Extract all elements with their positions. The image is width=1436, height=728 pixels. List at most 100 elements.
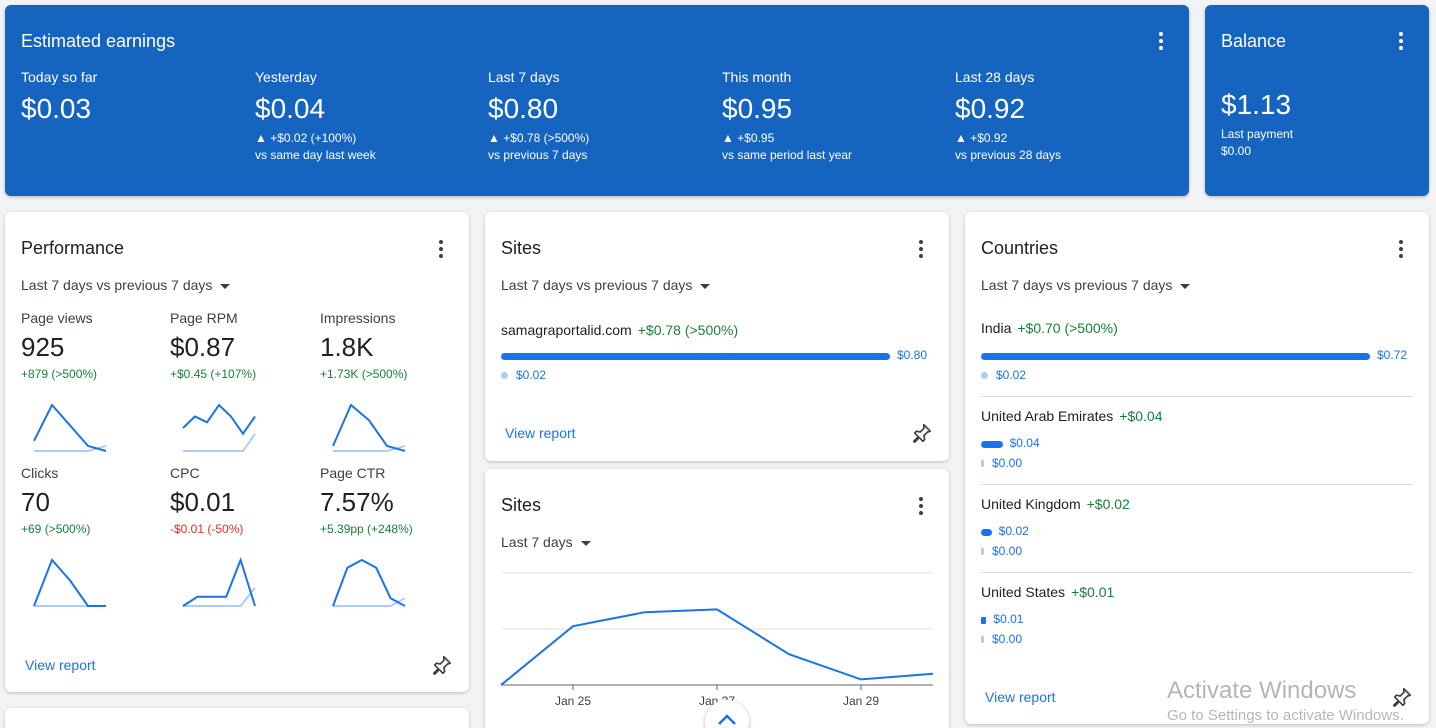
date-range-dropdown[interactable]: Last 7 days vs previous 7 days [21,277,231,293]
metric-label: Yesterday [255,69,317,85]
more-options-icon[interactable] [1391,29,1411,53]
pin-icon[interactable] [1391,686,1413,708]
country-previous-bar [981,460,984,467]
metric-label: CPC [170,465,200,481]
site-previous-bar [501,372,508,379]
sparkline-previous [333,444,406,452]
sparkline [182,556,256,607]
x-tick-label: Jan 25 [555,694,591,708]
more-options-icon[interactable] [1151,29,1171,53]
sparkline-current [332,558,406,607]
metric-label: Today so far [21,69,98,85]
metric-delta: +5.39pp (+248%) [320,522,413,536]
sites-title: Sites [501,238,542,258]
view-report-link[interactable]: View report [505,425,576,441]
country-previous-value: $0.02 [996,368,1027,382]
metric-value: 925 [21,332,65,362]
country-previous-bar [981,636,984,643]
country-previous-value: $0.00 [992,632,1023,646]
date-range-label: Last 7 days [501,534,573,550]
country-previous-bar [981,548,984,555]
pin-icon[interactable] [431,654,453,676]
sparkline-current [33,558,106,607]
sites-card: Sites Last 7 days vs previous 7 days sam… [485,212,949,461]
performance-title: Performance [21,238,125,258]
sparkline-previous [183,586,256,607]
divider [981,484,1413,485]
performance-card: Performance Last 7 days vs previous 7 da… [5,212,469,692]
sparkline-current [33,403,107,452]
metric-label: Page views [21,310,93,326]
view-report-link[interactable]: View report [25,657,96,673]
performance-metric: Clicks 70 +69 (>500%) [21,465,161,536]
estimated-earnings-card: Estimated earnings Today so far $0.03 Ye… [5,5,1189,196]
sparkline-current [182,403,256,436]
watermark-title: Activate Windows [1167,677,1357,704]
countries-card: Countries Last 7 days vs previous 7 days… [965,212,1429,724]
view-report-link[interactable]: View report [985,689,1056,705]
next-card [5,708,469,728]
sparkline-previous [34,444,107,452]
site-previous-value: $0.02 [516,368,547,382]
site-delta: +$0.78 (>500%) [637,322,739,338]
metric-value: 70 [21,487,50,517]
metric-label: Clicks [21,465,59,481]
balance-value: $1.13 [1221,89,1292,120]
metric-label: Impressions [320,310,396,326]
countries-title: Countries [981,238,1059,258]
last-payment-label: Last payment [1221,127,1294,141]
metric-comparison: vs previous 7 days [488,148,588,162]
metric-value: $0.92 [955,93,1026,124]
estimated-earnings-title: Estimated earnings [21,31,176,51]
date-range-dropdown[interactable]: Last 7 days vs previous 7 days [501,277,711,293]
country-row-title: United States +$0.01 [981,584,1114,600]
caret-down-icon [700,283,711,289]
earnings-last-7-days: Last 7 days $0.80 ▲ +$0.78 (>500%) vs pr… [488,69,589,162]
country-current-bar [981,441,1003,448]
balance-card: Balance $1.13 Last payment $0.00 [1205,5,1429,196]
country-current-bar [981,617,987,624]
sparkline-current [182,556,256,607]
more-options-icon[interactable] [431,237,451,261]
metric-value: 1.8K [320,332,374,362]
earnings-last-28-days: Last 28 days $0.92 ▲ +$0.92 vs previous … [955,69,1061,162]
sparkline [332,403,406,452]
sparkline [33,403,107,452]
performance-metric: Impressions 1.8K +1.73K (>500%) [320,310,460,381]
sites-chart-title: Sites [501,495,542,515]
date-range-dropdown[interactable]: Last 7 days [501,534,591,550]
more-options-icon[interactable] [1391,237,1411,261]
metric-label: Page CTR [320,465,386,481]
metric-value: $0.95 [722,93,793,124]
earnings-yesterday: Yesterday $0.04 ▲ +$0.02 (+100%) vs same… [255,69,376,162]
series-line [500,608,934,686]
earnings-this-month: This month $0.95 ▲ +$0.95 vs same period… [722,69,852,162]
country-name: United Kingdom [981,496,1081,512]
metric-comparison: vs same day last week [255,148,376,162]
earnings-today: Today so far $0.03 [21,69,97,125]
more-options-icon[interactable] [911,237,931,261]
scroll-up-button[interactable] [705,700,749,728]
metric-comparison: vs same period last year [722,148,853,162]
more-options-icon[interactable] [911,494,931,518]
country-row-title: India +$0.70 (>500%) [981,320,1118,336]
date-range-dropdown[interactable]: Last 7 days vs previous 7 days [981,277,1191,293]
metric-value: $0.01 [170,487,236,517]
balance-title: Balance [1221,31,1287,51]
metric-delta: ▲ +$0.92 [955,131,1008,145]
sparkline-previous [333,597,406,607]
divider [981,572,1413,573]
metric-delta: +69 (>500%) [21,522,91,536]
sparkline [182,403,256,452]
divider [981,396,1413,397]
metric-value: $0.03 [21,93,92,124]
country-current-bar [981,353,1370,360]
country-name: India [981,320,1012,336]
sparkline [332,558,406,607]
pin-icon[interactable] [911,422,933,444]
country-name: United Arab Emirates [981,408,1114,424]
metric-delta: +1.73K (>500%) [320,367,408,381]
country-delta: +$0.70 (>500%) [1017,320,1118,336]
